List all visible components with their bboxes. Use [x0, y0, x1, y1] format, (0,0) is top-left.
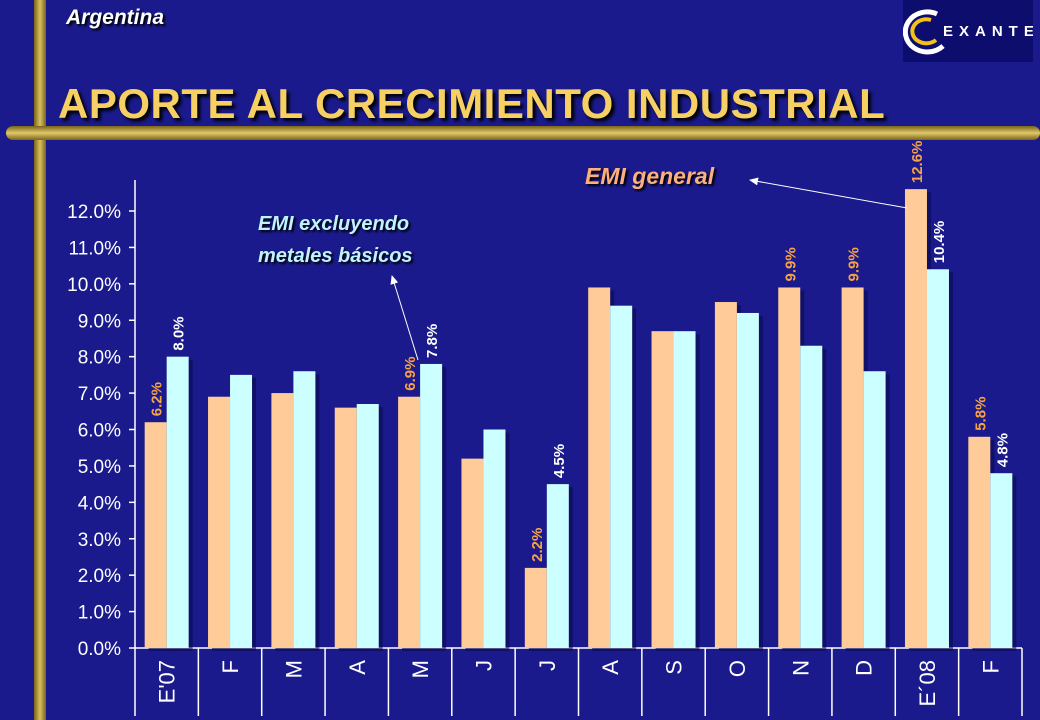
y-tick-label: 4.0%: [78, 493, 121, 514]
bar-emi-general: [651, 331, 674, 648]
x-tick-label: J: [471, 660, 496, 671]
data-label-emi-excluyendo: 4.5%: [551, 444, 568, 478]
arrow-emi-excluyendo: [390, 275, 419, 361]
bar-emi-excluyendo: [926, 269, 949, 648]
y-tick-label: 6.0%: [78, 421, 121, 442]
bar-emi-excluyendo: [546, 484, 569, 648]
y-tick-label: 12.0%: [67, 202, 121, 223]
data-label-emi-excluyendo: 8.0%: [171, 316, 188, 350]
exante-logo: EXANTE: [903, 0, 1033, 62]
annotation-emi-general: EMI general: [585, 163, 715, 189]
bar-emi-general: [524, 567, 547, 648]
bar-emi-general: [461, 458, 484, 648]
bar-emi-excluyendo: [990, 473, 1013, 648]
data-label-emi-general: 9.9%: [846, 247, 863, 281]
bar-emi-general: [968, 436, 991, 648]
bar-emi-general: [841, 287, 864, 648]
x-tick-label: J: [535, 660, 560, 671]
y-tick-label: 9.0%: [78, 311, 121, 332]
x-tick-label: E´08: [915, 660, 940, 706]
decorative-vertical-bar: [34, 0, 46, 720]
bar-emi-excluyendo: [610, 305, 633, 648]
bar-emi-general: [208, 396, 231, 648]
x-tick-label: S: [662, 660, 687, 675]
bar-emi-excluyendo: [863, 371, 886, 648]
bar-emi-excluyendo: [420, 363, 443, 648]
page-title: APORTE AL CRECIMIENTO INDUSTRIAL: [58, 80, 886, 127]
x-tick-label: D: [852, 660, 877, 676]
x-tick-label: F: [978, 660, 1003, 673]
country-label: Argentina: [66, 6, 165, 29]
y-tick-label: 3.0%: [78, 530, 121, 551]
y-tick-label: 10.0%: [67, 275, 121, 296]
x-tick-label: N: [788, 660, 813, 676]
y-tick-label: 5.0%: [78, 457, 121, 478]
data-label-emi-general: 2.2%: [529, 528, 546, 562]
bar-emi-excluyendo: [800, 345, 823, 648]
data-label-emi-general: 12.6%: [909, 141, 926, 184]
bar-emi-general: [904, 189, 927, 648]
bar-emi-excluyendo: [736, 312, 759, 648]
y-tick-label: 7.0%: [78, 384, 121, 405]
svg-text:EXANTE: EXANTE: [943, 23, 1033, 40]
data-label-emi-excluyendo: 10.4%: [931, 221, 948, 264]
bar-emi-general: [334, 407, 357, 648]
bar-emi-excluyendo: [230, 374, 253, 648]
data-label-emi-general: 5.8%: [972, 397, 989, 431]
bar-emi-general: [778, 287, 801, 648]
y-tick-label: 8.0%: [78, 348, 121, 369]
data-label-emi-excluyendo: 7.8%: [424, 324, 441, 358]
x-tick-label: A: [345, 660, 370, 675]
bar-emi-excluyendo: [356, 404, 379, 648]
y-tick-label: 0.0%: [78, 639, 121, 660]
bar-emi-general: [271, 393, 294, 648]
x-tick-label: O: [725, 660, 750, 677]
decorative-horizontal-bar: [6, 126, 1040, 140]
bar-emi-general: [714, 302, 737, 648]
y-tick-label: 2.0%: [78, 566, 121, 587]
data-label-emi-general: 9.9%: [782, 247, 799, 281]
x-tick-label: M: [281, 660, 306, 678]
annotation-emi-excluyendo-line2: metales básicos: [258, 245, 413, 267]
x-tick-label: F: [218, 660, 243, 673]
data-label-emi-excluyendo: 4.8%: [994, 433, 1011, 467]
y-tick-label: 1.0%: [78, 603, 121, 624]
x-tick-label: E'07: [155, 660, 180, 703]
annotation-emi-excluyendo: EMI excluyendo metales básicos: [258, 208, 413, 272]
y-tick-label: 11.0%: [69, 238, 122, 259]
bar-emi-general: [398, 396, 421, 648]
data-label-emi-general: 6.2%: [149, 382, 166, 416]
x-tick-label: M: [408, 660, 433, 678]
data-label-emi-general: 6.9%: [402, 357, 419, 391]
bar-emi-excluyendo: [293, 371, 316, 648]
annotation-emi-excluyendo-line1: EMI excluyendo: [258, 213, 410, 235]
bar-emi-general: [588, 287, 611, 648]
bar-emi-excluyendo: [166, 356, 189, 648]
x-tick-label: A: [598, 660, 623, 675]
bar-emi-excluyendo: [483, 429, 506, 648]
arrow-emi-general: [749, 177, 908, 209]
bar-emi-general: [144, 422, 167, 648]
bar-emi-excluyendo: [673, 331, 696, 648]
